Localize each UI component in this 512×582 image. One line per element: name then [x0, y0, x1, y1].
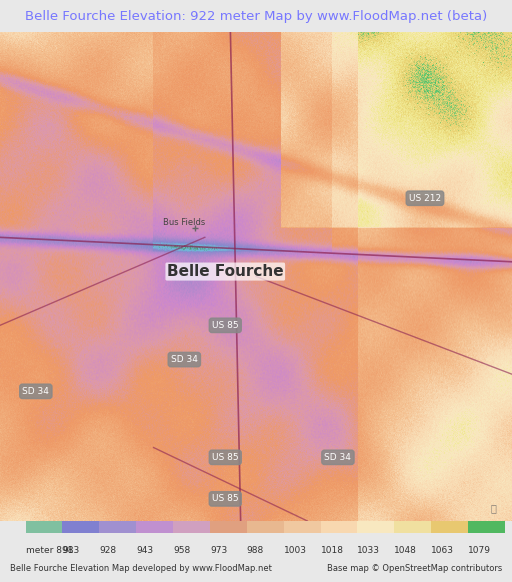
Text: 1079: 1079 [468, 545, 491, 555]
Text: 🔍: 🔍 [491, 503, 497, 513]
Bar [468, 521, 505, 533]
Bar [247, 521, 284, 533]
Text: Belle Fourche Elevation Map developed by www.FloodMap.net: Belle Fourche Elevation Map developed by… [10, 563, 272, 573]
Bar [357, 521, 394, 533]
Text: US 85: US 85 [212, 321, 239, 330]
Bar [394, 521, 431, 533]
Bar [431, 521, 468, 533]
Text: 913: 913 [62, 545, 80, 555]
Text: 1018: 1018 [321, 545, 344, 555]
Bar [136, 521, 173, 533]
Text: Belle Fourche Elevation: 922 meter Map by www.FloodMap.net (beta): Belle Fourche Elevation: 922 meter Map b… [25, 9, 487, 23]
Text: SD 34: SD 34 [171, 355, 198, 364]
Text: US 85: US 85 [212, 494, 239, 503]
Text: meter 898: meter 898 [26, 545, 73, 555]
Text: 1063: 1063 [431, 545, 454, 555]
Text: 958: 958 [173, 545, 190, 555]
Text: 928: 928 [99, 545, 116, 555]
Bar [99, 521, 136, 533]
Text: US 212: US 212 [409, 194, 441, 203]
Text: 1033: 1033 [357, 545, 380, 555]
Text: 988: 988 [247, 545, 264, 555]
Text: 943: 943 [136, 545, 153, 555]
Bar [173, 521, 210, 533]
Text: 973: 973 [210, 545, 227, 555]
Bar [210, 521, 247, 533]
Text: 1048: 1048 [394, 545, 417, 555]
Bar [62, 521, 99, 533]
Text: Belle Fourche: Belle Fourche [167, 264, 284, 279]
Text: SD 34: SD 34 [325, 453, 351, 462]
Text: Base map © OpenStreetMap contributors: Base map © OpenStreetMap contributors [327, 563, 502, 573]
Bar [26, 521, 62, 533]
Text: 1003: 1003 [284, 545, 307, 555]
Text: SD 34: SD 34 [23, 387, 49, 396]
Bar [321, 521, 357, 533]
Bar [284, 521, 321, 533]
Text: Bus Fields: Bus Fields [163, 218, 205, 227]
Text: US 85: US 85 [212, 453, 239, 462]
